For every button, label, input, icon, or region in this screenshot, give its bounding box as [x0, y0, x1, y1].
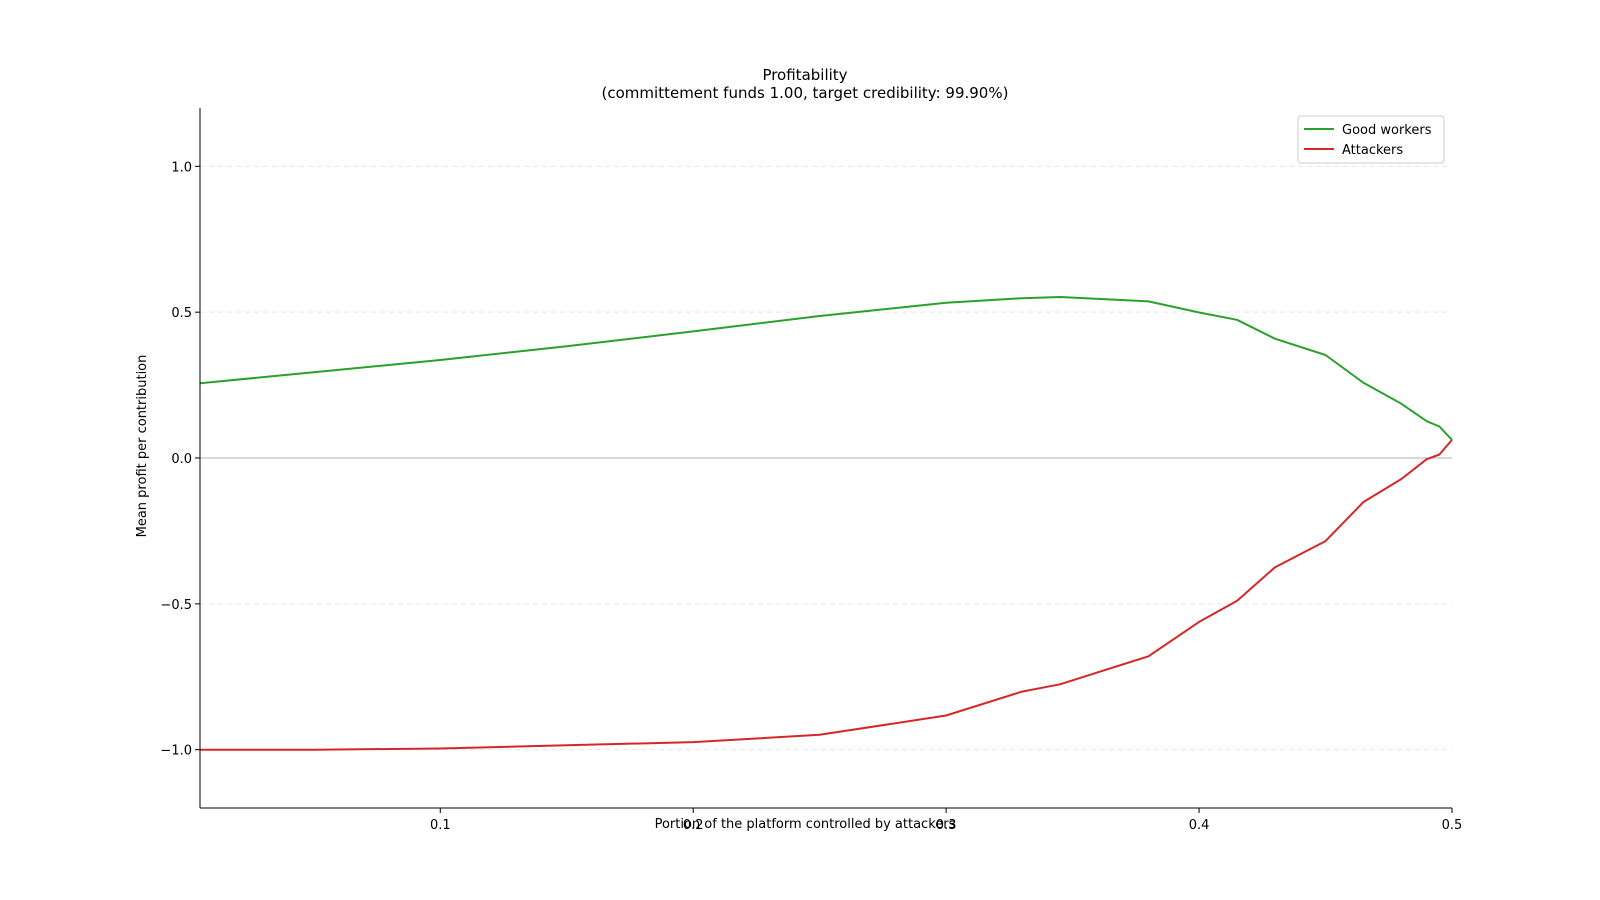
series-line-attackers [200, 439, 1453, 751]
series-line-good-workers [199, 296, 1453, 441]
legend: Good workers Attackers [1297, 115, 1445, 164]
x-tick-label: 0.4 [1189, 818, 1210, 833]
y-tick-label: 1.0 [171, 160, 192, 175]
legend-label-attackers: Attackers [1342, 143, 1403, 158]
y-tick-label: −0.5 [160, 598, 192, 613]
x-tick-label: 0.1 [430, 818, 451, 833]
x-tick-label: 0.3 [936, 818, 957, 833]
series-lines [199, 296, 1453, 751]
y-tick-label: 0.5 [171, 306, 192, 321]
y-axis-label: Mean profit per contribution [135, 355, 150, 538]
x-tick-label: 0.2 [683, 818, 704, 833]
legend-box [1297, 115, 1445, 164]
legend-label-good-workers: Good workers [1342, 123, 1432, 138]
y-tick-label: 0.0 [171, 452, 192, 467]
x-ticks: 0.1 0.2 0.3 0.4 0.5 [430, 808, 1462, 833]
x-tick-label: 0.5 [1442, 818, 1463, 833]
chart-title: Profitability [762, 66, 847, 84]
y-ticks: 1.0 0.5 0.0 −0.5 −1.0 [160, 160, 200, 759]
chart-subtitle: (committement funds 1.00, target credibi… [602, 84, 1009, 102]
x-axis-label: Portion of the platform controlled by at… [655, 817, 956, 832]
y-tick-label: −1.0 [160, 744, 192, 759]
